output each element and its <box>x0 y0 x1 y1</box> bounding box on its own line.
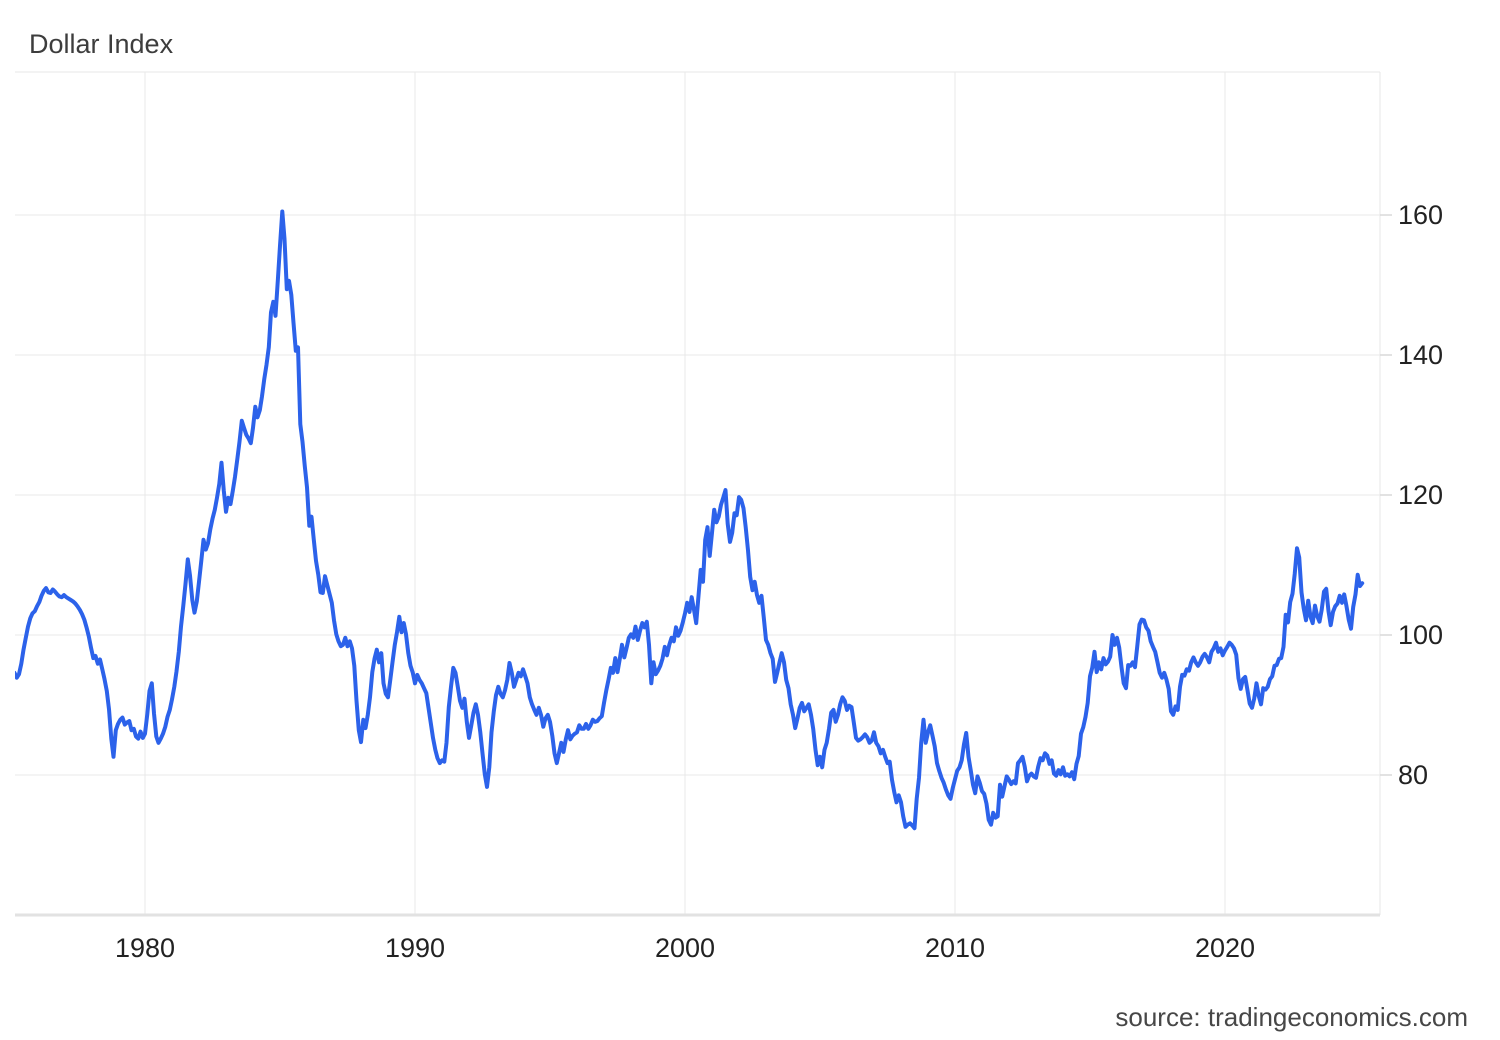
x-tick-label: 1980 <box>115 933 175 963</box>
x-tick-label: 2020 <box>1195 933 1255 963</box>
y-tick-label: 100 <box>1398 620 1443 650</box>
y-tick-label: 80 <box>1398 760 1428 790</box>
y-tick-label: 120 <box>1398 480 1443 510</box>
x-tick-label: 1990 <box>385 933 445 963</box>
chart-title: Dollar Index <box>29 29 174 59</box>
chart-plot-area[interactable] <box>15 72 1380 915</box>
series-layer <box>15 209 1365 831</box>
y-tick-label: 140 <box>1398 340 1443 370</box>
axis-layer <box>15 214 1392 917</box>
source-attribution: source: tradingeconomics.com <box>1115 1002 1468 1032</box>
x-tick-label: 2010 <box>925 933 985 963</box>
price-line <box>15 209 1365 831</box>
label-layer: 80 100 120 140 160 1980 1990 2000 2010 2020 <box>115 200 1443 963</box>
grid-layer <box>15 71 1381 915</box>
x-tick-label: 2000 <box>655 933 715 963</box>
y-tick-label: 160 <box>1398 200 1443 230</box>
